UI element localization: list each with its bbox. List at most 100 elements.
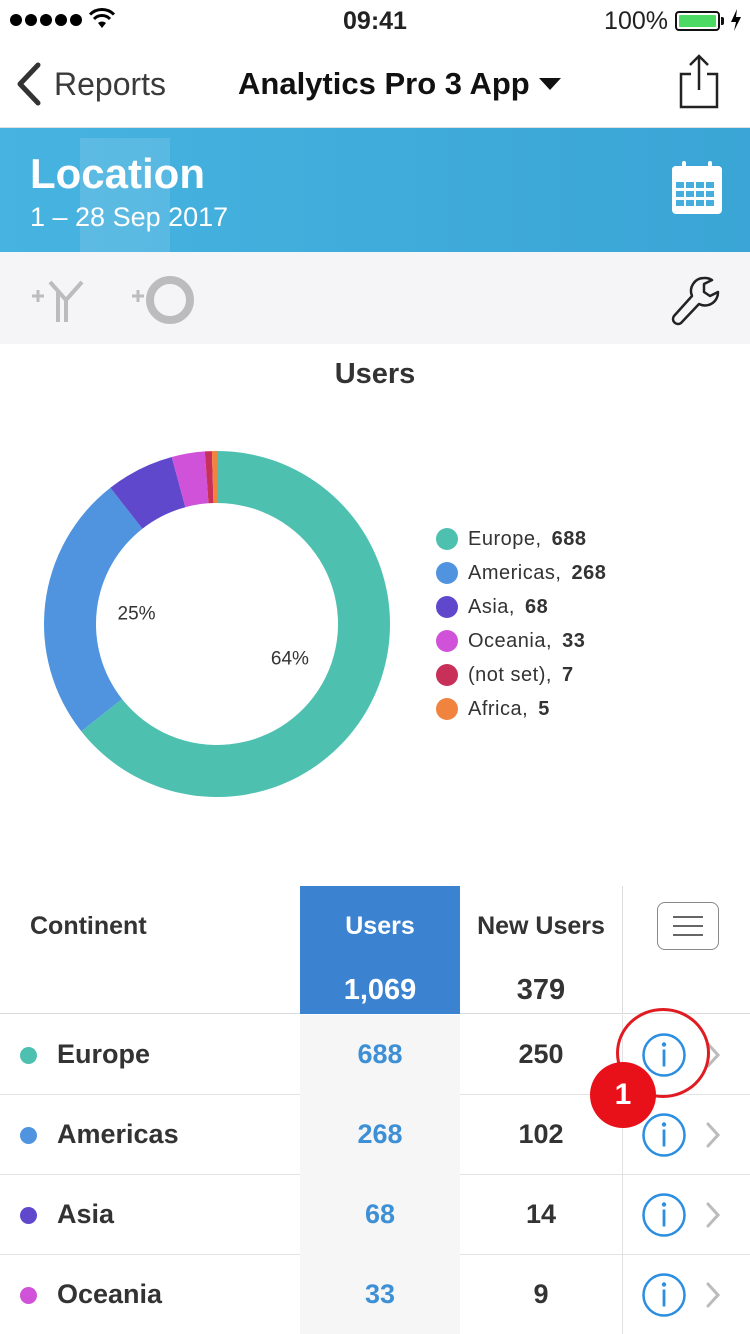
donut-slice-oceania[interactable]	[171, 451, 209, 508]
legend-item-africa: Africa, 5	[436, 692, 606, 726]
annotation-highlight-ring	[616, 1008, 710, 1098]
chart-legend: Europe, 688 Americas, 268 Asia, 68 Ocean…	[436, 522, 606, 726]
charging-icon	[731, 9, 741, 31]
users-cell-bg	[300, 1175, 460, 1255]
chevron-left-icon	[17, 62, 41, 106]
add-chart-icon[interactable]	[130, 274, 200, 326]
donut-slice-africa[interactable]	[211, 451, 217, 504]
row-color-dot	[20, 1127, 37, 1144]
legend-label: Africa	[468, 697, 523, 720]
menu-icon-line	[673, 934, 703, 936]
legend-label: (not set)	[468, 663, 546, 686]
battery-tip	[721, 17, 724, 25]
legend-label: Europe	[468, 527, 536, 550]
row-actions	[622, 1095, 750, 1175]
legend-swatch	[436, 596, 458, 618]
row-new-users: 9	[533, 1279, 549, 1309]
legend-value: 5	[538, 697, 550, 720]
chevron-right-icon	[706, 1282, 721, 1308]
app-selector[interactable]: Analytics Pro 3 App	[238, 66, 562, 102]
users-donut-chart: 64% 25%	[44, 451, 391, 797]
menu-icon-line	[673, 925, 703, 927]
legend-label: Oceania	[468, 629, 546, 652]
back-button-label: Reports	[54, 65, 167, 102]
wifi-icon	[88, 8, 116, 28]
table-row[interactable]: Oceania 33 9	[0, 1255, 750, 1334]
legend-item-americas: Americas, 268	[436, 556, 606, 590]
status-time: 09:41	[343, 7, 407, 35]
users-cell-bg	[300, 1095, 460, 1175]
total-users: 1,069	[343, 974, 417, 1006]
slice-percent-label: 64%	[271, 648, 309, 669]
battery-icon	[675, 11, 720, 31]
legend-item-asia: Asia, 68	[436, 590, 606, 624]
column-header-new-users-label: New Users	[477, 912, 605, 940]
annotation-step-badge: 1	[590, 1062, 656, 1128]
info-icon[interactable]	[641, 1272, 687, 1318]
table-row[interactable]: Asia 68 14	[0, 1175, 750, 1255]
row-continent: Asia	[57, 1199, 115, 1229]
column-header-new-users[interactable]: New Users 379	[460, 886, 622, 1014]
table-row[interactable]: Americas 268 102	[0, 1095, 750, 1175]
row-color-dot	[20, 1047, 37, 1064]
legend-swatch	[436, 562, 458, 584]
legend-item-europe: Europe, 688	[436, 522, 606, 556]
legend-value: 268	[571, 561, 607, 584]
back-button[interactable]: Reports	[16, 62, 166, 106]
legend-swatch	[436, 528, 458, 550]
column-header-users[interactable]: Users 1,069	[300, 886, 460, 1014]
legend-swatch	[436, 698, 458, 720]
total-new-users: 379	[516, 974, 566, 1006]
donut-slice-europe[interactable]	[81, 451, 391, 797]
chevron-right-icon	[706, 1202, 721, 1228]
nav-title: Analytics Pro 3 App	[238, 66, 530, 101]
legend-item-oceania: Oceania, 33	[436, 624, 606, 658]
table-header: Continent Users 1,069 New Users 379	[0, 886, 750, 1014]
row-new-users: 102	[518, 1119, 564, 1149]
row-new-users: 14	[525, 1199, 557, 1229]
row-users: 33	[364, 1279, 396, 1309]
date-range: 1 – 28 Sep 2017	[30, 202, 229, 232]
donut-slice-americas[interactable]	[44, 487, 143, 732]
row-users: 268	[357, 1119, 403, 1149]
column-header-continent: Continent	[30, 912, 147, 940]
users-cell-bg	[300, 1255, 460, 1334]
row-actions	[622, 1255, 750, 1334]
add-segment-icon[interactable]	[30, 276, 96, 324]
legend-label: Asia	[468, 595, 509, 618]
battery-percentage: 100%	[604, 7, 668, 35]
legend-swatch	[436, 630, 458, 652]
info-icon[interactable]	[641, 1112, 687, 1158]
donut-slice-asia[interactable]	[110, 457, 186, 529]
legend-value: 7	[561, 663, 574, 686]
row-new-users: 250	[518, 1039, 564, 1069]
row-color-dot	[20, 1207, 37, 1224]
menu-icon-line	[673, 916, 703, 918]
chevron-right-icon	[706, 1042, 721, 1068]
calendar-icon[interactable]	[670, 160, 724, 216]
report-toolbar	[0, 252, 750, 344]
row-continent: Americas	[57, 1119, 179, 1149]
slice-percent-label: 25%	[118, 603, 156, 624]
legend-label: Americas	[468, 561, 556, 584]
share-icon[interactable]	[678, 54, 720, 110]
signal-strength-icon	[10, 14, 82, 26]
row-continent: Oceania	[57, 1279, 163, 1309]
row-users: 688	[357, 1039, 403, 1069]
column-menu-cell	[622, 886, 750, 1014]
row-continent: Europe	[57, 1039, 151, 1069]
table-row[interactable]: Europe 688 250	[0, 1015, 750, 1095]
status-bar: 09:41 100%	[0, 0, 750, 40]
caret-down-icon	[538, 78, 561, 90]
navigation-bar: Reports Analytics Pro 3 App	[0, 40, 750, 128]
report-header: Location 1 – 28 Sep 2017	[0, 128, 750, 252]
legend-value: 33	[562, 629, 586, 652]
legend-swatch	[436, 664, 458, 686]
menu-button[interactable]	[657, 902, 719, 950]
report-title: Location	[30, 150, 205, 197]
chart-title: Users	[334, 358, 416, 390]
wrench-icon[interactable]	[670, 274, 722, 328]
building-icon	[80, 138, 170, 252]
info-icon[interactable]	[641, 1192, 687, 1238]
donut-slice-not-set[interactable]	[204, 451, 214, 504]
